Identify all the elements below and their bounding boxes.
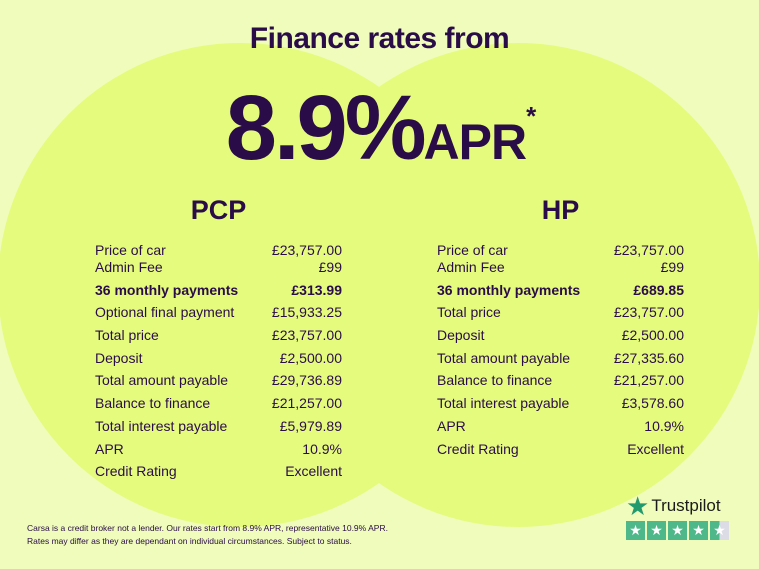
row-label: Admin Fee (437, 259, 505, 275)
headline-intro: Finance rates from (249, 22, 510, 55)
trustpilot-name: Trustpilot (651, 496, 721, 515)
row-value: £23,757.00 (271, 327, 342, 344)
table-row: Balance to finance £21,257.00 (437, 371, 684, 394)
table-row: Deposit £2,500.00 (95, 349, 342, 372)
row-value: £99 (318, 259, 342, 275)
row-value: £21,257.00 (271, 395, 342, 412)
disclaimer-line-2: Rates may differ as they are dependant o… (27, 536, 352, 546)
table-row: Total amount payable £27,335.60 (437, 349, 684, 372)
disclaimer-line-1: Carsa is a credit broker not a lender. O… (27, 523, 388, 533)
table-row: Credit Rating Excellent (437, 440, 684, 463)
row-value: £3,578.60 (621, 395, 684, 412)
table-row: Deposit £2,500.00 (437, 326, 684, 349)
row-value: £27,335.60 (613, 349, 684, 366)
rate-value: 8.9% (225, 77, 427, 179)
row-value: £2,500.00 (621, 327, 684, 344)
rating-star-icon: ★ (647, 521, 666, 540)
row-value: £21,257.00 (613, 372, 684, 389)
row-value: £99 (660, 259, 684, 275)
table-row: Price of car £23,757.00 (95, 241, 342, 258)
table-row: APR 10.9% (437, 417, 684, 440)
table-row: 36 monthly payments £313.99 (95, 281, 342, 304)
row-value: £23,757.00 (613, 242, 684, 258)
row-value: 10.9% (302, 440, 342, 457)
hp-table: HP Price of car £23,757.00 Admin Fee £99 36 … (437, 195, 684, 462)
trustpilot-logo: ★ Trustpilot (626, 491, 729, 521)
trustpilot-star-icon: ★ (626, 491, 650, 521)
pcp-table: PCP Price of car £23,757.00 Admin Fee £99 36… (95, 195, 342, 485)
row-label: 36 monthly payments (95, 281, 239, 298)
table-row: Credit Rating Excellent (95, 462, 342, 485)
row-value: Excellent (627, 440, 684, 457)
row-label: Deposit (437, 327, 485, 344)
row-label: Balance to finance (95, 395, 211, 412)
rating-half-star-icon: ★ (710, 521, 729, 540)
row-value: £29,736.89 (271, 372, 342, 389)
trustpilot-badge[interactable]: ★ Trustpilot ★ ★ ★ ★ ★ (626, 491, 729, 540)
row-label: Optional final payment (95, 304, 235, 321)
row-value: Excellent (285, 463, 342, 480)
table-row: Admin Fee £99 (437, 258, 684, 281)
table-row: 36 monthly payments £689.85 (437, 281, 684, 304)
row-label: Credit Rating (95, 463, 177, 480)
row-label: Total interest payable (437, 395, 570, 412)
table-row: Total price £23,757.00 (95, 326, 342, 349)
row-label: Credit Rating (437, 440, 519, 457)
row-value: £23,757.00 (271, 242, 342, 258)
row-value: £23,757.00 (613, 304, 684, 321)
row-label: APR (437, 417, 466, 434)
rating-star-icon: ★ (689, 521, 708, 540)
hp-title: HP (541, 195, 580, 225)
table-row: Total interest payable £5,979.89 (95, 417, 342, 440)
apr-label: APR (423, 114, 528, 170)
table-row: Total amount payable £29,736.89 (95, 371, 342, 394)
rating-star-icon: ★ (626, 521, 645, 540)
background-circle-right (276, 43, 759, 527)
row-label: Total price (437, 304, 501, 321)
row-value: £313.99 (291, 281, 342, 298)
table-row: APR 10.9% (95, 440, 342, 463)
row-value: £5,979.89 (279, 417, 342, 434)
row-label: Deposit (95, 349, 143, 366)
table-row: Price of car £23,757.00 (437, 241, 684, 258)
rating-star-icon: ★ (668, 521, 687, 540)
table-row: Total price £23,757.00 (437, 303, 684, 326)
row-label: Price of car (437, 242, 508, 258)
table-row: Admin Fee £99 (95, 258, 342, 281)
row-value: £15,933.25 (271, 304, 342, 321)
row-label: Total amount payable (95, 372, 229, 389)
disclaimer: Carsa is a credit broker not a lender. O… (27, 522, 388, 548)
row-label: Total amount payable (437, 349, 571, 366)
row-label: Price of car (95, 242, 166, 258)
headline-rate: 8.9%APR* (0, 66, 759, 192)
row-label: Total interest payable (95, 417, 228, 434)
pcp-title: PCP (190, 195, 247, 225)
row-label: 36 monthly payments (437, 281, 581, 298)
asterisk: * (526, 101, 536, 131)
row-label: Admin Fee (95, 259, 163, 275)
trustpilot-rating: ★ ★ ★ ★ ★ (626, 521, 729, 540)
table-row: Balance to finance £21,257.00 (95, 394, 342, 417)
row-value: £2,500.00 (279, 349, 342, 366)
table-row: Total interest payable £3,578.60 (437, 394, 684, 417)
row-value: £689.85 (633, 281, 684, 298)
row-value: 10.9% (644, 417, 684, 434)
row-label: Total price (95, 327, 159, 344)
table-row: Optional final payment £15,933.25 (95, 303, 342, 326)
row-label: Balance to finance (437, 372, 553, 389)
row-label: APR (95, 440, 124, 457)
